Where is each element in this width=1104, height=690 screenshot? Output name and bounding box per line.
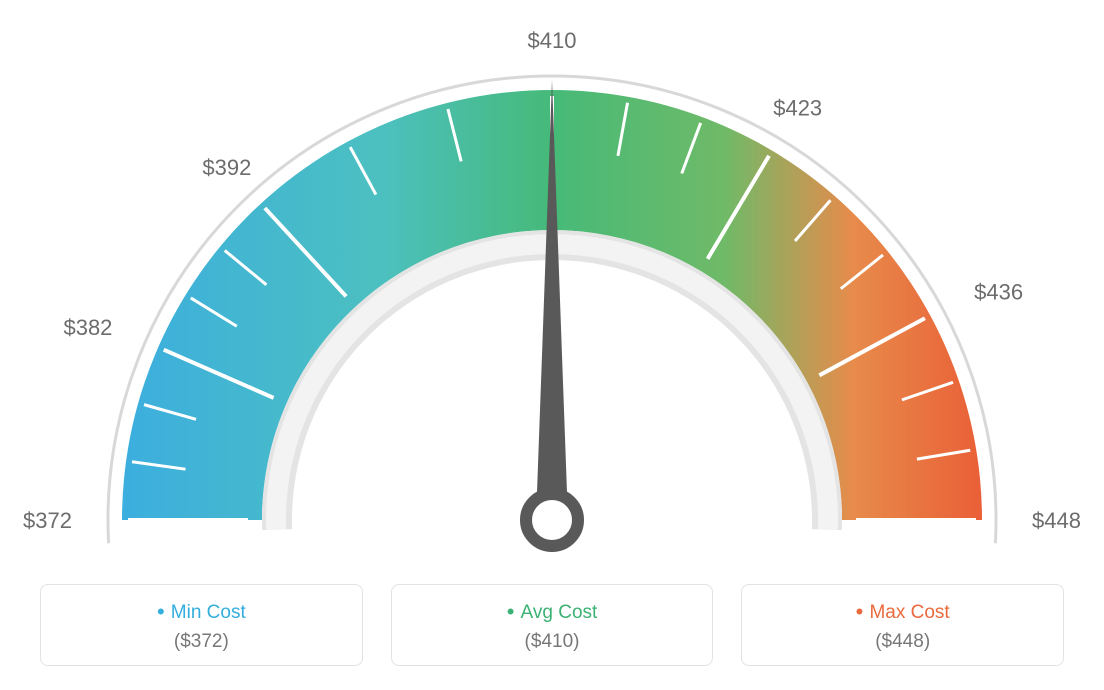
cost-gauge-chart: $372 $382 $392 $410 $423 $436 $448 Min Cost ($…	[0, 0, 1104, 690]
legend-avg-value: ($410)	[402, 631, 703, 653]
gauge-svg: $372 $382 $392 $410 $423 $436 $448	[0, 0, 1104, 580]
gauge-tick-label: $382	[63, 315, 112, 340]
gauge-tick-label: $410	[528, 28, 577, 53]
gauge-tick-label: $392	[202, 155, 251, 180]
legend-min-label: Min Cost	[51, 599, 352, 625]
legend-max-label: Max Cost	[752, 599, 1053, 625]
gauge-tick-label: $423	[773, 96, 822, 121]
legend-card-avg: Avg Cost ($410)	[391, 584, 714, 666]
gauge-tick-label: $436	[974, 280, 1023, 305]
legend-card-min: Min Cost ($372)	[40, 584, 363, 666]
gauge-tick-label: $372	[23, 508, 72, 533]
gauge-tick-label: $448	[1032, 508, 1081, 533]
legend-max-value: ($448)	[752, 631, 1053, 653]
legend-row: Min Cost ($372) Avg Cost ($410) Max Cost…	[0, 584, 1104, 666]
legend-min-value: ($372)	[51, 631, 352, 653]
legend-card-max: Max Cost ($448)	[741, 584, 1064, 666]
legend-avg-label: Avg Cost	[402, 599, 703, 625]
gauge-needle-hub	[526, 494, 578, 546]
